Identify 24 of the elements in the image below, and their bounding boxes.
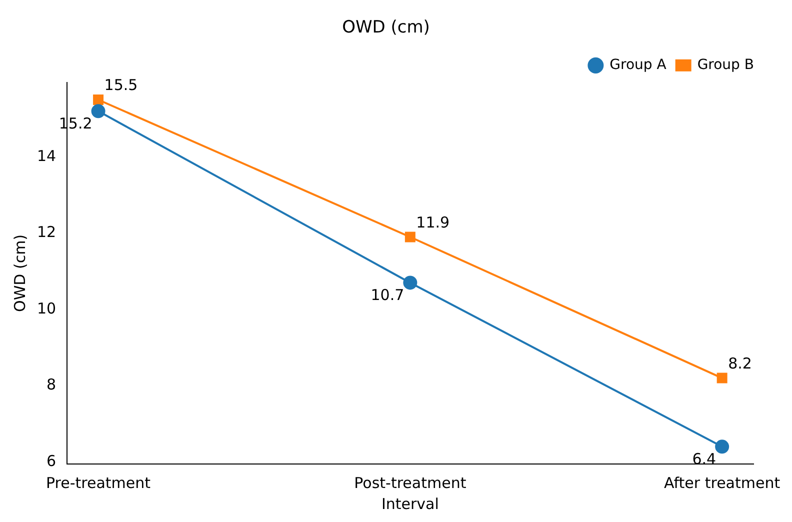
x-tick-label: Post-treatment [354, 474, 466, 492]
point [91, 104, 106, 118]
x-tick-label: Pre-treatment [46, 474, 151, 492]
point [715, 440, 730, 454]
y-axis-title: OWD (cm) [10, 234, 29, 312]
point [716, 372, 728, 384]
y-tick-label: 6 [46, 452, 56, 470]
data-label: 15.5 [104, 76, 138, 94]
y-tick-label: 14 [36, 146, 56, 165]
point [404, 232, 416, 242]
point [403, 276, 418, 290]
point [93, 94, 104, 105]
legend-label: Group A [610, 57, 667, 74]
x-axis-title: Interval [381, 494, 439, 513]
y-tick-label: 12 [36, 223, 56, 242]
data-label: 11.9 [416, 213, 450, 232]
data-label: 6.4 [692, 450, 716, 468]
x-tick-label: After treatment [664, 474, 780, 492]
y-tick-label: 10 [36, 299, 56, 318]
y-tick-label: 8 [46, 376, 56, 394]
data-label: 8.2 [728, 354, 752, 372]
data-label: 10.7 [370, 286, 404, 304]
chart-title: OWD (cm) [342, 18, 430, 38]
legend-label: Group B [697, 57, 754, 74]
